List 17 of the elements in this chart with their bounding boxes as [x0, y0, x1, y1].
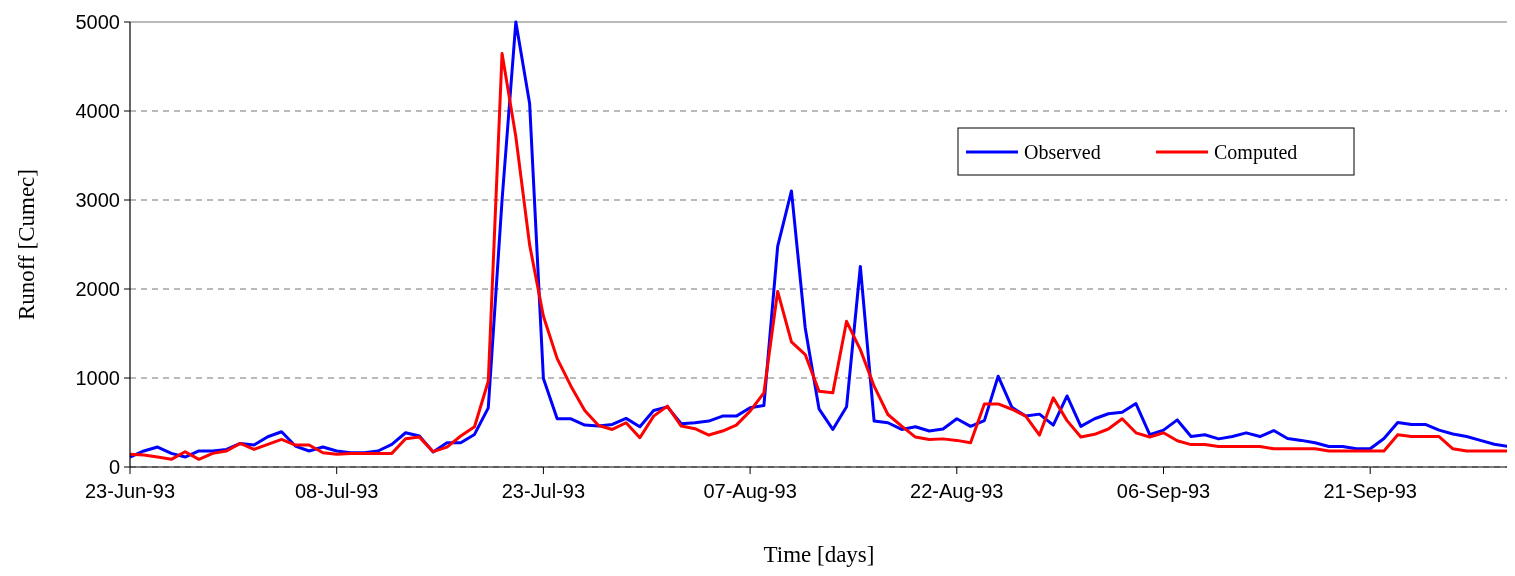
y-axis-title: Runoff [Cumec]: [14, 169, 39, 320]
x-tick-label: 08-Jul-93: [295, 480, 379, 502]
y-tick-label: 0: [108, 456, 120, 478]
x-tick-label: 06-Sep-93: [1116, 480, 1211, 502]
legend-label: Computed: [1214, 141, 1298, 164]
y-tick-label: 4000: [75, 100, 120, 122]
legend-label: Observed: [1024, 141, 1101, 163]
x-tick-label: 22-Aug-93: [910, 480, 1004, 502]
x-tick-label: 07-Aug-93: [703, 480, 797, 502]
x-tick-label: 23-Jul-93: [501, 480, 586, 502]
y-tick-label: 1000: [75, 367, 120, 389]
y-tick-label: 2000: [75, 278, 120, 300]
x-tick-label: 23-Jun-93: [84, 480, 176, 502]
y-tick-label: 5000: [75, 11, 120, 33]
x-axis-title: Time [days]: [763, 542, 875, 567]
x-tick-label: 21-Sep-93: [1323, 480, 1417, 502]
y-tick-label: 3000: [75, 189, 120, 211]
